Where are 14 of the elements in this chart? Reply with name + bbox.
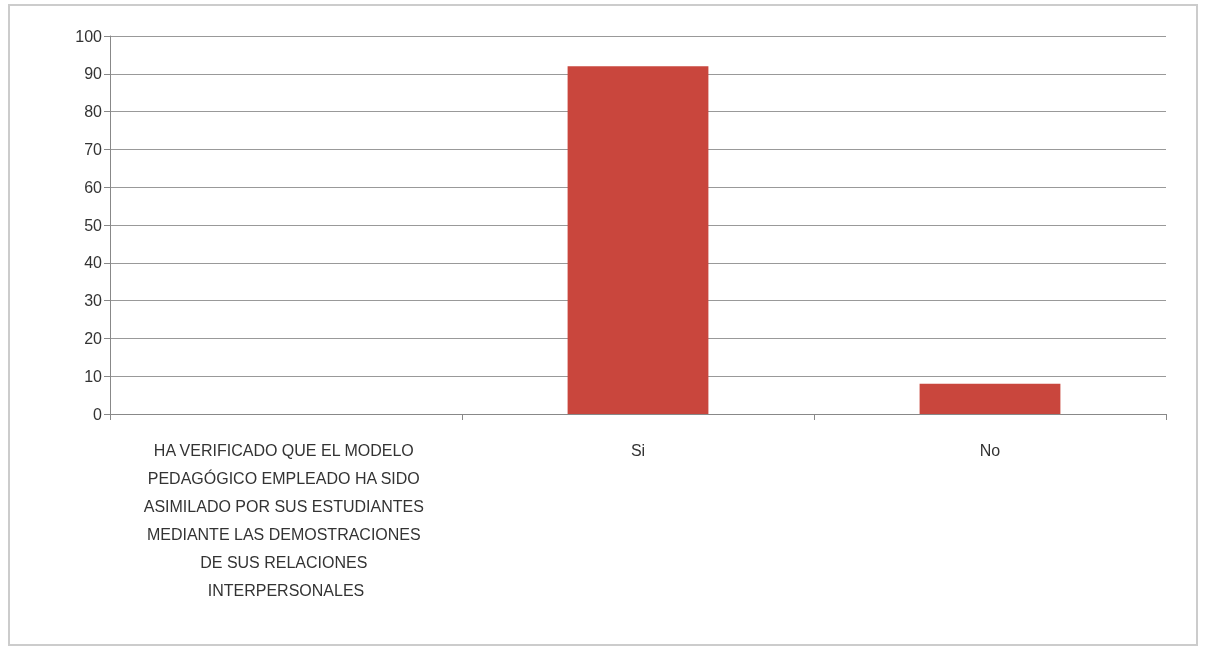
y-tick-label: 70 bbox=[84, 140, 103, 158]
y-tick-label: 60 bbox=[84, 178, 103, 196]
y-tick-label: 10 bbox=[84, 367, 103, 385]
x-tick-label: Si bbox=[630, 441, 646, 459]
x-tick-label: HA VERIFICADO QUE EL MODELO PEDAGÓGICO EMPLEADO HA SIDO ASIMILADO POR SUS ESTUDIANTES MEDIANTE LAS DEMOSTRACIONES DE SUS RELACIONES INTERPERSONALES bbox=[143, 441, 429, 599]
y-tick-label: 0 bbox=[93, 405, 103, 423]
y-tick-label: 50 bbox=[84, 216, 103, 234]
y-tick-label: 20 bbox=[84, 329, 103, 347]
y-tick-label: 80 bbox=[84, 103, 103, 121]
y-tick-label: 90 bbox=[84, 65, 103, 83]
y-tick-label: 30 bbox=[84, 292, 103, 310]
y-tick-label: 100 bbox=[75, 27, 103, 45]
y-tick-label: 40 bbox=[84, 254, 103, 272]
x-tick-label: No bbox=[979, 441, 1001, 459]
